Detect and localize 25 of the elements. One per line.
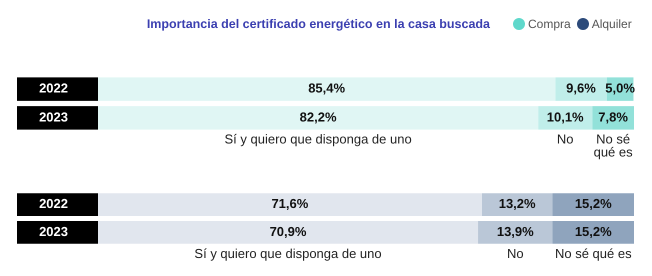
chart-title: Importancia del certificado energético en la casa buscada xyxy=(146,17,490,31)
series-label: No xyxy=(556,132,574,147)
y-tick-label: 2023 xyxy=(39,109,68,124)
data-label: 5,0% xyxy=(605,80,636,96)
data-label: 82,2% xyxy=(300,109,337,124)
data-label: 7,8% xyxy=(598,109,628,124)
y-tick-label: 2022 xyxy=(39,196,68,212)
series-label: No sé qué es xyxy=(554,246,632,261)
text: Compra xyxy=(528,17,571,31)
series-label: No xyxy=(506,246,524,261)
series-label: No sé qué es xyxy=(594,132,634,160)
data-label: 85,4% xyxy=(308,80,346,96)
data-label: 9,6% xyxy=(566,80,596,96)
data-label: 15,2% xyxy=(574,196,612,212)
data-label: 70,9% xyxy=(270,224,307,239)
data-label: 13,2% xyxy=(498,196,536,212)
data-label: 13,9% xyxy=(496,224,534,239)
series-label: Sí y quiero que disponga de uno xyxy=(194,246,382,261)
data-label: 15,2% xyxy=(574,224,612,239)
data-label: 10,1% xyxy=(546,109,584,124)
y-tick-label: 2022 xyxy=(39,80,68,96)
y-tick-label: 2023 xyxy=(39,224,68,239)
series-label: Sí y quiero que disponga de uno xyxy=(224,132,412,147)
text: Alquiler xyxy=(592,17,632,31)
data-label: 71,6% xyxy=(271,196,309,212)
